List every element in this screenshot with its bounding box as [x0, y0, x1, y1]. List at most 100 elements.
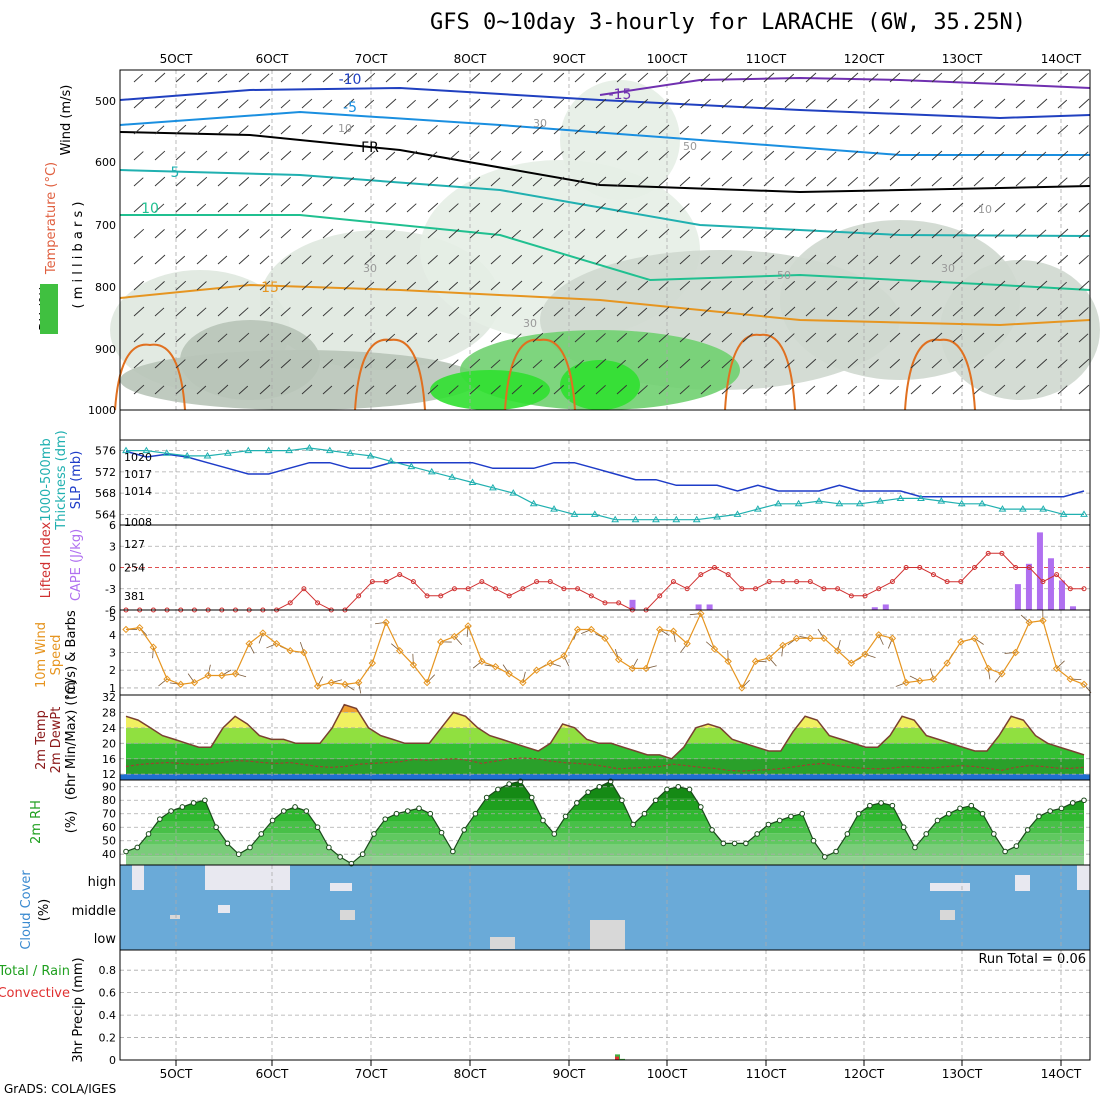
- wind-barb: [847, 358, 859, 369]
- rh-marker: [145, 831, 152, 837]
- lifted-index-marker: [835, 586, 841, 592]
- lifted-index-marker: [1067, 586, 1073, 592]
- lifted-index-marker: [479, 579, 485, 585]
- wind-speed-marker: [341, 680, 349, 689]
- thickness-marker: [733, 510, 742, 517]
- thickness-marker: [672, 515, 681, 523]
- wind-barb: [952, 124, 964, 135]
- wind-barb: [280, 281, 291, 291]
- wind-speed-marker: [628, 664, 637, 673]
- wind-barb-10m: [550, 662, 561, 667]
- cape-bar: [1058, 580, 1065, 610]
- wind-barb: [679, 385, 690, 395]
- rh-marker: [1069, 800, 1076, 806]
- lifted-index-marker: [520, 586, 526, 592]
- lifted-index-marker: [451, 586, 457, 592]
- wind-barb: [784, 359, 795, 369]
- lifted-index-marker: [930, 572, 936, 578]
- cape-bar: [629, 599, 636, 610]
- rh-marker: [765, 821, 772, 828]
- y-tick-cape: 0: [109, 562, 116, 575]
- wind-barb: [343, 358, 355, 369]
- wind-barb-10m: [207, 664, 211, 676]
- wind-barb: [910, 306, 922, 317]
- wind-speed-marker: [792, 634, 801, 643]
- wind-barb: [889, 228, 901, 239]
- run-total-label: Run Total = 0.06: [978, 952, 1086, 967]
- wind-speed-marker: [943, 659, 951, 667]
- y-tick-wind: 2: [109, 664, 116, 677]
- wind-barb: [637, 203, 648, 213]
- wind-barb: [196, 281, 207, 291]
- y-label-rh: (%): [64, 811, 79, 834]
- wind-barb: [532, 281, 543, 291]
- wind-speed-marker: [847, 659, 856, 667]
- isotherm-label: -15: [609, 87, 632, 103]
- rh-marker: [799, 810, 806, 817]
- wind-barb: [301, 333, 312, 343]
- x-tick-bottom: 13OCT: [942, 1067, 983, 1081]
- wind-barb: [658, 99, 669, 109]
- wind-barb: [196, 228, 207, 239]
- lifted-index-marker: [985, 550, 991, 556]
- wind-barb: [154, 203, 165, 213]
- wind-speed-marker: [573, 625, 582, 634]
- wind-barb-10m: [331, 679, 343, 683]
- cape-bar: [695, 604, 702, 610]
- wind-barb: [154, 176, 166, 187]
- wind-barb: [574, 332, 586, 343]
- wind-barb: [427, 73, 438, 83]
- wind-barb: [826, 280, 838, 291]
- wind-barb: [427, 125, 438, 135]
- wind-speed-marker: [231, 670, 240, 678]
- wind-barb: [658, 306, 670, 317]
- wind-barb: [553, 384, 565, 395]
- wind-barb: [322, 332, 334, 343]
- wind-barb: [238, 332, 250, 343]
- isotherm-label: -10: [339, 72, 362, 88]
- wind-barb: [448, 306, 460, 317]
- wind-barb: [616, 255, 627, 265]
- wind-barb: [1036, 73, 1047, 83]
- y-tick-upper: 500: [95, 95, 116, 108]
- rh-marker: [472, 810, 479, 817]
- wind-barb: [259, 359, 270, 369]
- rh-marker: [506, 781, 513, 787]
- lifted-index-marker: [575, 586, 581, 592]
- lifted-index-marker: [698, 572, 704, 578]
- wind-barb: [910, 255, 921, 265]
- wind-barb: [406, 281, 417, 291]
- wind-barb-10m: [358, 682, 362, 694]
- wind-barb: [343, 384, 355, 395]
- lifted-index-marker: [903, 565, 909, 570]
- thickness-marker: [835, 499, 844, 507]
- wind-barb: [1015, 99, 1026, 109]
- lifted-index-marker: [862, 593, 868, 599]
- wind-barb: [490, 99, 501, 109]
- thickness-marker: [876, 497, 885, 504]
- thickness-marker: [366, 451, 375, 459]
- wind-barb: [973, 177, 984, 187]
- temp-band: [126, 704, 1084, 713]
- wind-barb: [889, 176, 901, 187]
- wind-barb: [406, 228, 418, 239]
- wind-barb: [1057, 306, 1069, 317]
- wind-barb: [826, 202, 838, 213]
- wind-barb-10m: [375, 621, 387, 625]
- wind-barb: [175, 202, 187, 213]
- wind-barb: [1015, 72, 1027, 83]
- wind-barb: [490, 228, 502, 239]
- wind-barb: [679, 72, 691, 83]
- wind-barb: [154, 307, 165, 317]
- warm-contour: [354, 338, 426, 411]
- wind-barb: [217, 124, 229, 135]
- wind-barb: [574, 281, 585, 291]
- wind-speed-marker: [957, 638, 965, 646]
- rh-label: 30: [523, 317, 537, 330]
- wind-barb: [952, 151, 962, 161]
- wind-barb: [994, 280, 1006, 291]
- wind-barb: [889, 99, 900, 109]
- wind-speed-marker: [765, 654, 773, 662]
- wind-barb: [847, 385, 858, 395]
